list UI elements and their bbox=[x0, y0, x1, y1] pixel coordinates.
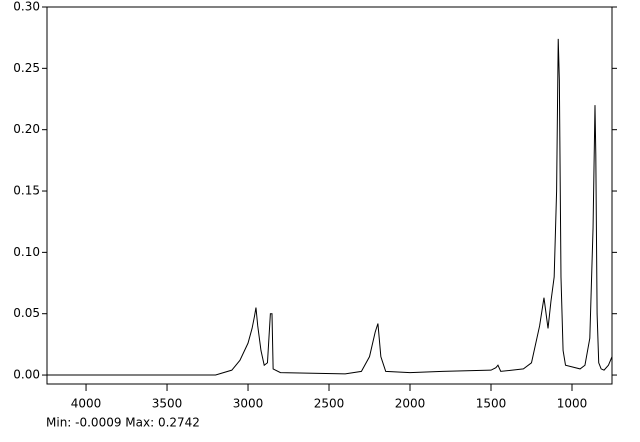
y-tick-label: 0.15 bbox=[13, 184, 40, 198]
x-tick-label: 4000 bbox=[71, 397, 102, 411]
y-tick-label: 0.10 bbox=[13, 245, 40, 259]
plot-frame bbox=[46, 6, 613, 385]
y-tick-label: 0.30 bbox=[13, 0, 40, 14]
y-tick-label: 0.00 bbox=[13, 368, 40, 382]
x-tick-label: 2500 bbox=[314, 397, 345, 411]
y-tick-label: 0.20 bbox=[13, 122, 40, 136]
x-tick-label: 3500 bbox=[152, 397, 183, 411]
y-tick-label: 0.25 bbox=[13, 61, 40, 75]
spectrum-line bbox=[47, 38, 613, 376]
y-tick-label: 0.05 bbox=[13, 306, 40, 320]
x-tick-label: 1000 bbox=[557, 397, 588, 411]
x-tick-label: 3000 bbox=[233, 397, 264, 411]
x-tick-label: 1500 bbox=[476, 397, 507, 411]
footer-text: Min: -0.0009 Max: 0.2742 bbox=[46, 416, 200, 430]
x-tick-label: 2000 bbox=[395, 397, 426, 411]
